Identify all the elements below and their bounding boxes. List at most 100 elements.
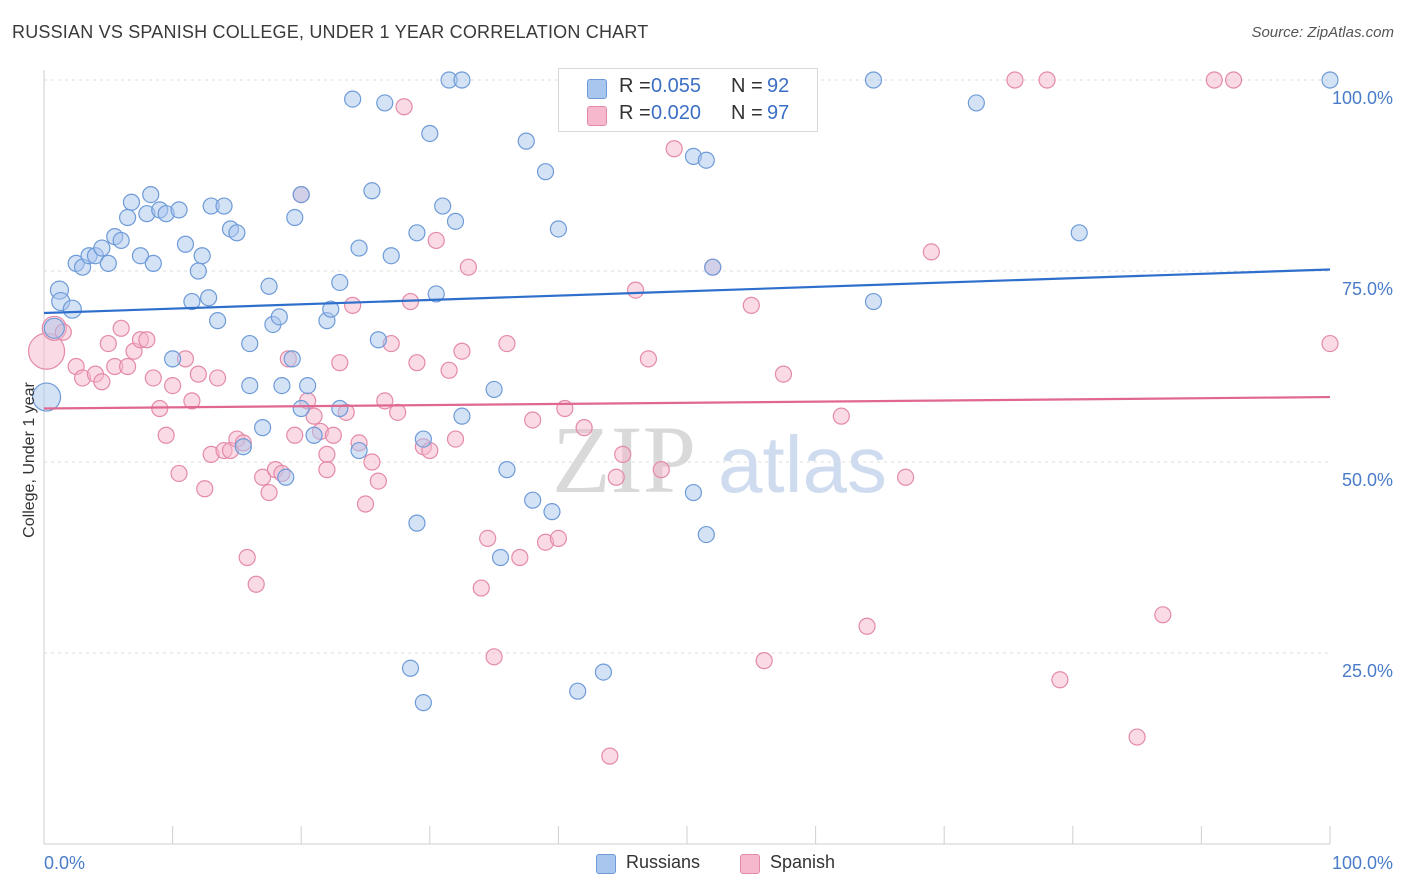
russians-point xyxy=(176,235,195,253)
spanish-point xyxy=(607,468,625,486)
spanish-point xyxy=(395,98,413,116)
russians-point xyxy=(270,308,288,326)
spanish-point xyxy=(575,419,593,437)
russians-points xyxy=(31,71,1339,712)
russians-point xyxy=(93,239,111,257)
russians-point xyxy=(408,224,426,242)
russians-point xyxy=(31,382,62,412)
russians-point xyxy=(697,525,715,544)
spanish-point xyxy=(601,747,619,765)
spanish-point xyxy=(157,426,175,444)
spanish-point xyxy=(1006,71,1024,89)
spanish-point xyxy=(344,296,362,314)
russians-point xyxy=(1321,71,1339,89)
spanish-point xyxy=(183,392,201,410)
spanish-point xyxy=(1224,71,1243,89)
russians-point xyxy=(164,350,182,368)
spanish-point xyxy=(363,453,381,471)
y-tick-label: 100.0% xyxy=(1332,88,1393,108)
russians-point xyxy=(427,285,445,303)
russians-point xyxy=(967,94,985,112)
russians-point xyxy=(209,312,227,330)
russians-point xyxy=(594,663,613,681)
spanish-point xyxy=(832,407,850,425)
russians-point xyxy=(273,377,291,395)
spanish-point xyxy=(112,319,130,337)
russians-point xyxy=(414,694,432,712)
russians-point xyxy=(99,254,117,272)
spanish-point xyxy=(318,445,336,463)
spanish-point xyxy=(498,334,516,353)
r-label: R = xyxy=(619,75,651,97)
russians-point xyxy=(344,90,362,108)
russians-point xyxy=(112,231,130,250)
legend-label-russians: Russians xyxy=(626,852,701,872)
y-tick-label: 25.0% xyxy=(1342,661,1393,681)
r-value: 0.055 xyxy=(651,75,702,97)
legend-row-russians: R = 0.055 N = 92 xyxy=(559,75,817,101)
russians-point xyxy=(369,331,387,349)
russians-point xyxy=(549,220,568,238)
spanish-point xyxy=(144,369,162,387)
x-tick-label-min: 0.0% xyxy=(44,853,85,873)
russians-point xyxy=(331,273,349,292)
russians-point xyxy=(241,377,259,395)
spanish-point xyxy=(479,529,497,548)
russians-point xyxy=(414,430,432,448)
series-legend: Russians Spanish xyxy=(0,852,1406,878)
russians-point xyxy=(43,317,65,339)
spanish-point xyxy=(238,548,256,567)
russians-point xyxy=(864,71,883,89)
russians-point xyxy=(517,132,535,150)
spanish-point xyxy=(1205,71,1223,89)
spanish-point xyxy=(897,468,915,486)
y-tick-label: 50.0% xyxy=(1342,470,1393,490)
russians-point xyxy=(704,258,722,276)
spanish-point xyxy=(472,579,490,597)
russians-point xyxy=(453,71,471,89)
russians-swatch xyxy=(587,79,607,99)
spanish-point xyxy=(170,464,188,483)
russians-point xyxy=(183,292,201,311)
legend-label-spanish: Spanish xyxy=(770,852,836,872)
spanish-point xyxy=(93,373,111,391)
russians-point xyxy=(215,197,233,215)
spanish-point xyxy=(369,472,387,490)
russians-point xyxy=(408,514,426,532)
russians-point xyxy=(1070,224,1088,242)
russians-point xyxy=(697,151,715,169)
spanish-point xyxy=(1321,334,1339,353)
spanish-point xyxy=(260,483,278,502)
spanish-point xyxy=(774,365,793,383)
spanish-point xyxy=(511,548,529,567)
russians-point xyxy=(322,300,340,318)
n-label: N = xyxy=(731,75,763,97)
y-axis-label: College, Under 1 year xyxy=(21,382,38,538)
spanish-point xyxy=(164,377,182,395)
spanish-point xyxy=(652,461,670,479)
n-label: N = xyxy=(731,102,763,124)
n-value: 92 xyxy=(767,75,790,97)
russians-point xyxy=(144,254,162,272)
spanish-point xyxy=(614,445,632,463)
russians-point xyxy=(331,399,349,418)
russians-point xyxy=(684,483,703,502)
russians-point xyxy=(277,468,295,486)
spanish-point xyxy=(459,258,477,276)
russians-point xyxy=(485,380,503,399)
russians-point xyxy=(260,277,278,295)
spanish-trend-line xyxy=(43,395,1331,410)
russians-point xyxy=(200,289,218,307)
legend-row-spanish: R = 0.020 N = 97 xyxy=(559,102,817,128)
spanish-point xyxy=(1051,671,1069,689)
trend-lines xyxy=(43,268,1331,410)
spanish-swatch xyxy=(587,106,607,126)
russians-point xyxy=(292,399,310,418)
spanish-point xyxy=(858,617,876,635)
y-tick-label: 75.0% xyxy=(1342,279,1393,299)
russians-point xyxy=(446,212,465,230)
r-value: 0.020 xyxy=(651,102,702,124)
russians-point xyxy=(292,186,310,204)
y-tick-labels: 25.0% 50.0% 75.0% 100.0% xyxy=(1332,88,1393,681)
